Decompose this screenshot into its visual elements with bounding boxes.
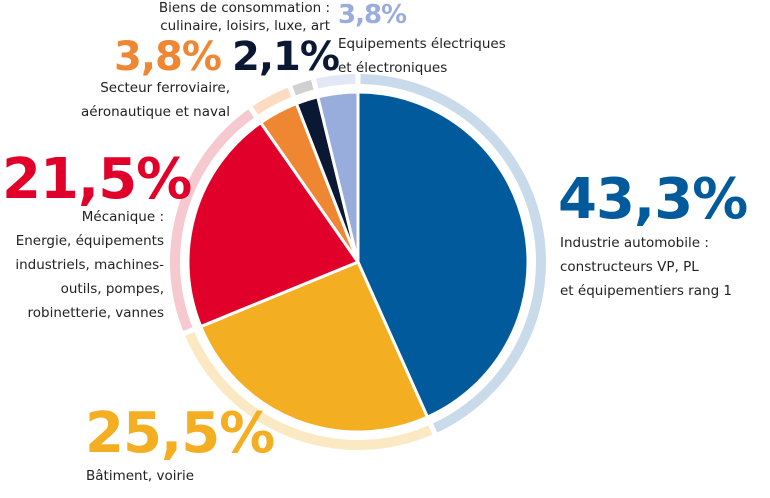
category-label-ferroviaire: Secteur ferroviaire, aéronautique et nav… [81,76,230,124]
pie-slice-electrique [316,90,360,264]
ring-segment-batiment [185,331,433,450]
ring-segment-conso [292,79,314,96]
label-line: culinaire, loisirs, luxe, art [160,18,330,34]
pie-slice-auto [356,90,530,419]
category-label-auto: Industrie automobile : constructeurs VP,… [560,231,732,303]
label-line: aéronautique et naval [81,104,230,120]
ring-segment-electrique [316,74,356,89]
ring-segment-ferroviaire [252,87,292,115]
value-label-batiment: 25,5% [85,401,275,466]
category-label-conso: Biens de consommation : culinaire, loisi… [159,0,330,35]
label-line: Bâtiment, voirie [86,468,195,484]
value-label-auto: 43,3% [558,167,748,232]
label-line: Biens de consommation : [158,0,330,16]
label-line: Secteur ferroviaire, [100,80,230,96]
value-label-mecanique: 21,5% [2,147,192,212]
category-label-electrique: Equipements électriques et électroniques [338,32,506,80]
label-line: constructeurs VP, PL [560,259,699,275]
label-line: industriels, machines- [15,257,164,273]
value-label-electrique: 3,8% [338,0,407,30]
label-line: et électroniques [338,60,448,76]
label-line: robinetterie, vannes [27,305,165,321]
value-label-ferroviaire: 3,8% [114,34,222,80]
value-label-conso: 2,1% [232,34,340,80]
label-line: Equipements électriques [338,36,506,52]
label-line: Industrie automobile : [560,235,709,251]
label-line: Energie, équipements [15,233,164,249]
label-line: et équipementiers rang 1 [560,283,733,299]
label-line: outils, pompes, [60,281,164,297]
ring-segment-mecanique [170,109,255,331]
category-label-mecanique: Mécanique : Energie, équipements industr… [15,205,164,325]
label-line: Mécanique : [81,209,164,225]
category-label-batiment: Bâtiment, voirie [86,464,194,488]
pie-slice-mecanique [186,121,360,329]
